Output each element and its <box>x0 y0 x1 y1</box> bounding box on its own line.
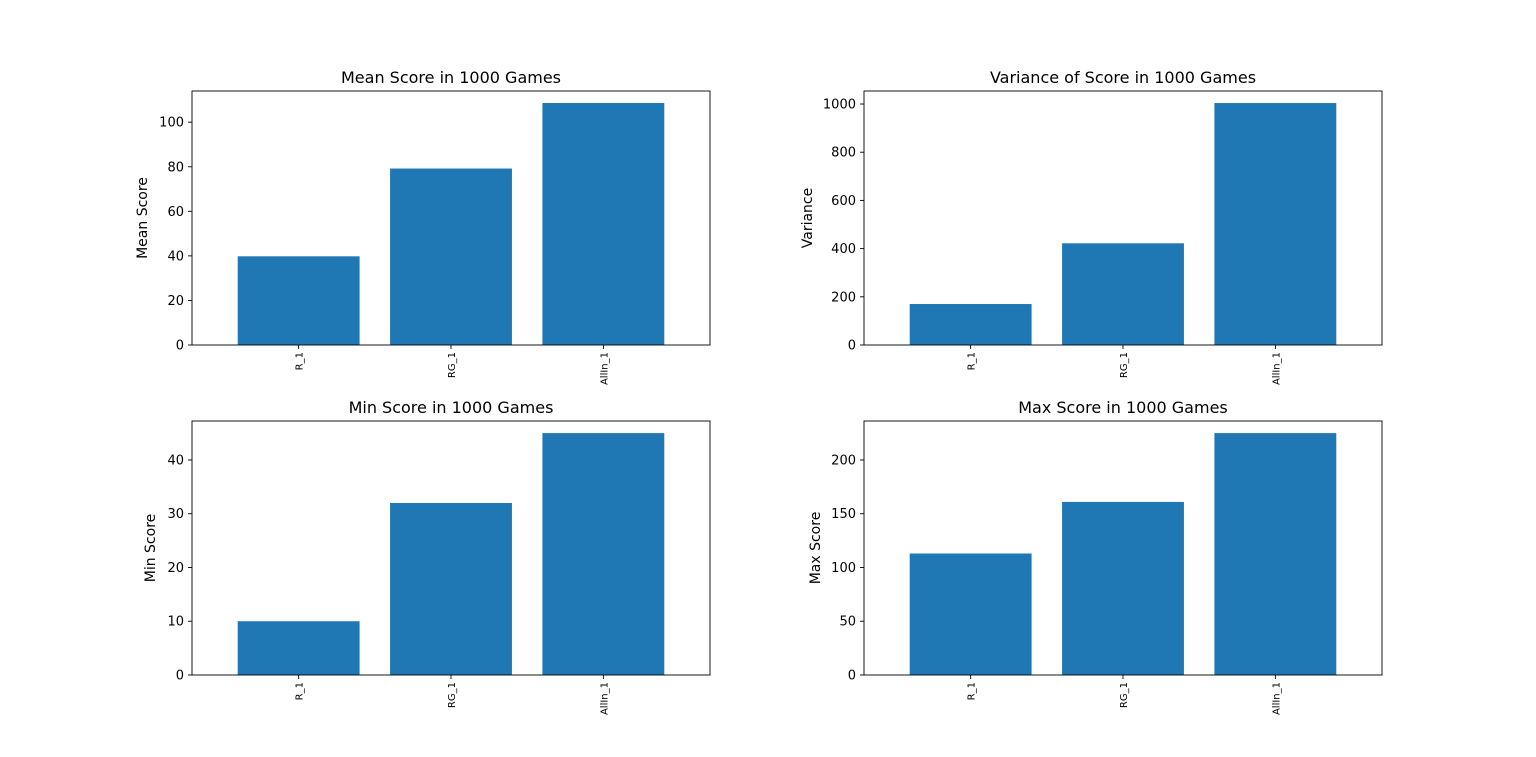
bar <box>1062 501 1184 675</box>
bar <box>909 553 1032 675</box>
y-tick-label: 30 <box>167 507 184 522</box>
chart-title: Mean Score in 1000 Games <box>341 68 561 87</box>
bar <box>1062 243 1184 345</box>
chart-panel: R_1 RG_1 AllIn_1 0 50 100 150 200 Max Score in 1… <box>808 398 1383 715</box>
chart-panel: R_1 RG_1 AllIn_1 0 20 40 60 80 100 Mean Score in … <box>135 68 711 385</box>
y-tick-label: 600 <box>831 194 856 209</box>
axes-frame <box>191 420 711 676</box>
x-tick-label: AllIn_1 <box>599 682 610 715</box>
x-tick-label: RG_1 <box>1119 682 1130 708</box>
y-tick-label: 0 <box>176 339 184 354</box>
bar <box>1214 103 1337 345</box>
x-tick-label: R_1 <box>967 682 978 700</box>
y-tick-label: 50 <box>839 615 856 630</box>
y-tick-label: 10 <box>167 615 184 630</box>
bar <box>909 304 1032 345</box>
x-tick-label: R_1 <box>295 352 306 370</box>
axes-frame <box>191 90 711 346</box>
y-tick-label: 150 <box>831 507 856 522</box>
x-tick-label: AllIn_1 <box>599 352 610 385</box>
y-axis-label: Variance <box>800 188 816 248</box>
y-tick-label: 200 <box>831 453 856 468</box>
y-tick-label: 0 <box>848 339 856 354</box>
bar <box>390 168 512 345</box>
y-tick-label: 100 <box>831 561 856 576</box>
x-tick-label: RG_1 <box>447 352 458 378</box>
y-tick-label: 20 <box>167 561 184 576</box>
bar <box>237 256 360 345</box>
y-axis-label: Max Score <box>808 512 824 585</box>
x-tick-label: AllIn_1 <box>1271 682 1282 715</box>
y-tick-label: 60 <box>167 205 184 220</box>
axes-frame <box>863 90 1383 346</box>
x-tick-label: R_1 <box>295 682 306 700</box>
chart-title: Min Score in 1000 Games <box>349 398 554 417</box>
y-tick-label: 400 <box>831 242 856 257</box>
y-axis-label: Mean Score <box>135 177 151 259</box>
bar <box>390 502 512 675</box>
y-tick-label: 40 <box>167 249 184 264</box>
bar <box>542 103 665 345</box>
chart-title: Variance of Score in 1000 Games <box>990 68 1256 87</box>
y-tick-label: 0 <box>176 669 184 684</box>
chart-title: Max Score in 1000 Games <box>1018 398 1228 417</box>
y-tick-label: 200 <box>831 290 856 305</box>
y-tick-label: 40 <box>167 453 184 468</box>
y-tick-label: 1000 <box>823 98 856 113</box>
x-tick-label: RG_1 <box>1119 352 1130 378</box>
x-tick-label: RG_1 <box>447 682 458 708</box>
x-tick-label: R_1 <box>967 352 978 370</box>
y-axis-label: Min Score <box>143 514 159 583</box>
y-tick-label: 800 <box>831 146 856 161</box>
y-tick-label: 20 <box>167 294 184 309</box>
x-tick-label: AllIn_1 <box>1271 352 1282 385</box>
chart-panel: R_1 RG_1 AllIn_1 0 200 400 600 800 1000 Variance … <box>800 68 1383 385</box>
y-tick-label: 0 <box>848 669 856 684</box>
y-tick-label: 100 <box>159 116 184 131</box>
y-tick-label: 80 <box>167 160 184 175</box>
bar <box>1214 433 1337 675</box>
axes-frame <box>863 420 1383 676</box>
bar <box>237 621 360 675</box>
chart-panel: R_1 RG_1 AllIn_1 0 10 20 30 40 Min Score in 1000… <box>143 398 711 715</box>
bar <box>542 433 665 675</box>
